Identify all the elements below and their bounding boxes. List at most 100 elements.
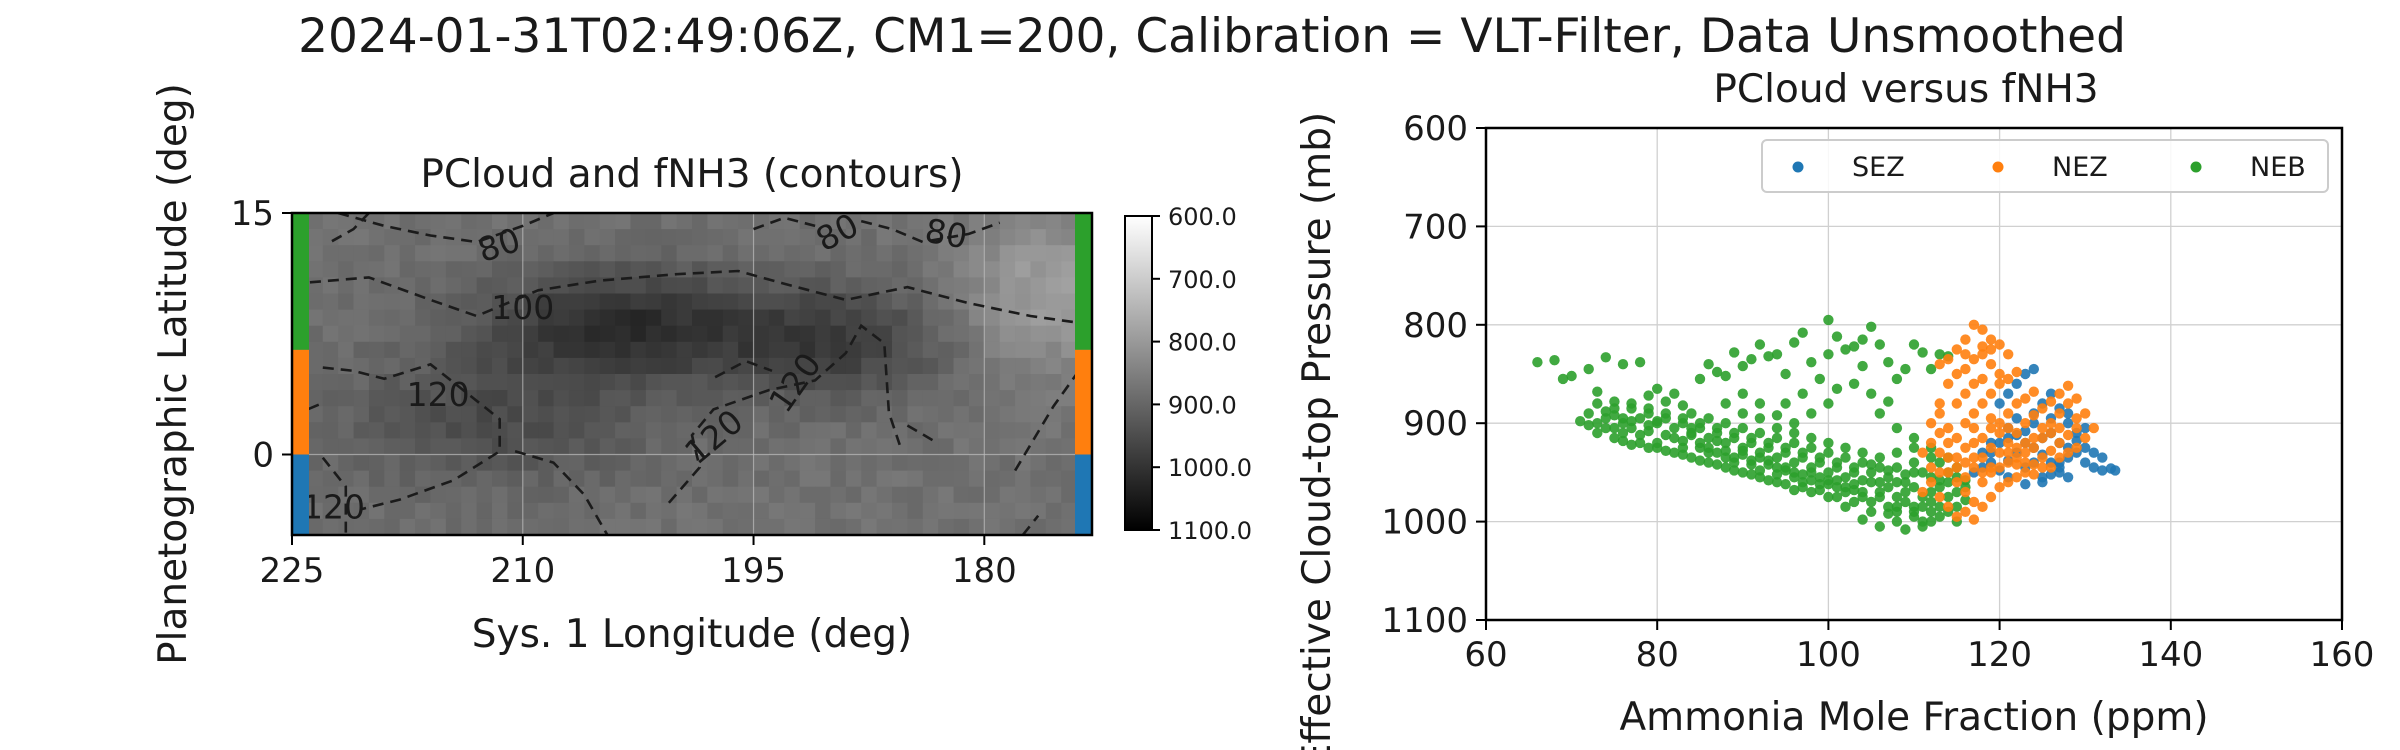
series-neb	[1532, 314, 1971, 535]
scatter-point	[1866, 467, 1877, 478]
heatmap-cell	[1030, 518, 1047, 535]
heatmap-cell	[830, 486, 847, 504]
scatter-point	[1806, 432, 1817, 444]
heatmap-cell	[876, 374, 893, 391]
band-nez-right	[1075, 349, 1092, 455]
heatmap-cell	[738, 341, 755, 359]
heatmap-cell	[507, 261, 524, 278]
heatmap-cell	[307, 245, 324, 262]
heatmap-cell	[784, 406, 801, 423]
heatmap-cell	[430, 390, 447, 407]
scatter-point	[1660, 408, 1672, 419]
heatmap-cell	[953, 390, 970, 407]
heatmap-cell	[968, 357, 985, 375]
heatmap-cell	[368, 486, 385, 504]
scatter-point	[1797, 447, 1808, 458]
heatmap-cell	[522, 293, 539, 311]
heatmap-cell	[476, 277, 493, 295]
heatmap-cell	[322, 486, 339, 504]
scatter-point	[1891, 462, 1903, 473]
heatmap-cell	[876, 502, 893, 520]
scatter-point	[1866, 496, 1877, 508]
heatmap-cell	[876, 390, 893, 407]
scatter-point	[1703, 432, 1714, 444]
heatmap-cell	[384, 357, 401, 375]
heatmap-cell	[645, 502, 662, 520]
scatter-point	[1968, 514, 1980, 525]
heatmap-cell	[984, 357, 1001, 375]
scatter-point	[1746, 455, 1757, 466]
heatmap-cell	[768, 470, 785, 488]
heatmap-cell	[661, 518, 678, 535]
heatmap-cell	[722, 245, 739, 262]
heatmap-cell	[692, 309, 708, 327]
heatmap-cell	[661, 406, 678, 423]
scatter-point	[1737, 388, 1749, 399]
heatmap-cell	[630, 454, 647, 472]
heatmap-cell	[722, 502, 739, 520]
heatmap-cell	[368, 438, 385, 456]
heatmap-cell	[953, 261, 970, 278]
heatmap-cell	[1061, 293, 1078, 311]
heatmap-cell	[522, 406, 539, 423]
heatmap-cell	[907, 390, 924, 407]
scatter-point	[2045, 462, 2057, 473]
heatmap-cell	[353, 277, 370, 295]
heatmap-cell	[999, 293, 1016, 311]
heatmap-cell	[1015, 229, 1032, 246]
heatmap-cell	[815, 341, 832, 359]
heatmap-cell	[507, 325, 524, 343]
scatter-point	[1968, 408, 1980, 419]
heatmap-cell	[553, 502, 570, 520]
heatmap-cell	[968, 277, 985, 295]
scatter-point	[1960, 349, 1971, 360]
heatmap-cell	[999, 470, 1016, 488]
heatmap-cell	[384, 454, 401, 472]
heatmap-cell	[568, 502, 585, 520]
scatter-point	[2088, 447, 2099, 458]
scatter-point	[2003, 373, 2014, 385]
heatmap-cell	[1045, 309, 1062, 327]
heatmap-cell	[399, 438, 416, 456]
heatmap-cell	[568, 229, 585, 246]
heatmap-cell	[399, 213, 416, 230]
scatter-point	[2020, 447, 2031, 458]
scatter-point	[1592, 418, 1603, 429]
heatmap-cell	[599, 502, 616, 520]
heatmap-cell	[630, 374, 647, 391]
scatter-point	[1557, 373, 1569, 385]
heatmap-cell	[784, 261, 801, 278]
heatmap-cell	[968, 518, 985, 535]
scatter-point	[2011, 413, 2022, 424]
heatmap-cell	[968, 229, 985, 246]
scatter-point	[1857, 457, 1868, 468]
heatmap-cell	[799, 245, 816, 262]
legend-items: SEZ NEZ NEB	[1792, 152, 2306, 183]
heatmap-cell	[953, 277, 970, 295]
heatmap-cell	[492, 406, 508, 423]
heatmap-cell	[553, 454, 570, 472]
heatmap-cell	[738, 325, 755, 343]
contour-line	[753, 216, 816, 231]
heatmap-cell	[615, 390, 632, 407]
heatmap-cell	[815, 406, 832, 423]
scatter-point	[1908, 432, 1920, 444]
scatter-point	[1908, 467, 1920, 478]
scatter-point	[2071, 422, 2082, 434]
heatmap-cell	[753, 374, 770, 391]
heatmap-cell	[876, 325, 893, 343]
heatmap-cell	[845, 213, 862, 230]
heatmap-cell	[938, 438, 955, 456]
heatmap-cell	[553, 518, 570, 535]
heatmap-cell	[522, 325, 539, 343]
legend-marker	[2190, 161, 2202, 173]
heatmap-cell	[922, 213, 939, 230]
heatmap-cell	[522, 277, 539, 295]
contour-label: 120	[407, 375, 470, 414]
heatmap-cell	[661, 277, 678, 295]
heatmap-cell	[538, 229, 555, 246]
heatmap-cell	[522, 390, 539, 407]
scatter-point	[1814, 452, 1826, 463]
scatter-point	[2003, 447, 2014, 458]
scatter-y-tick-label: 900	[1403, 404, 1468, 444]
